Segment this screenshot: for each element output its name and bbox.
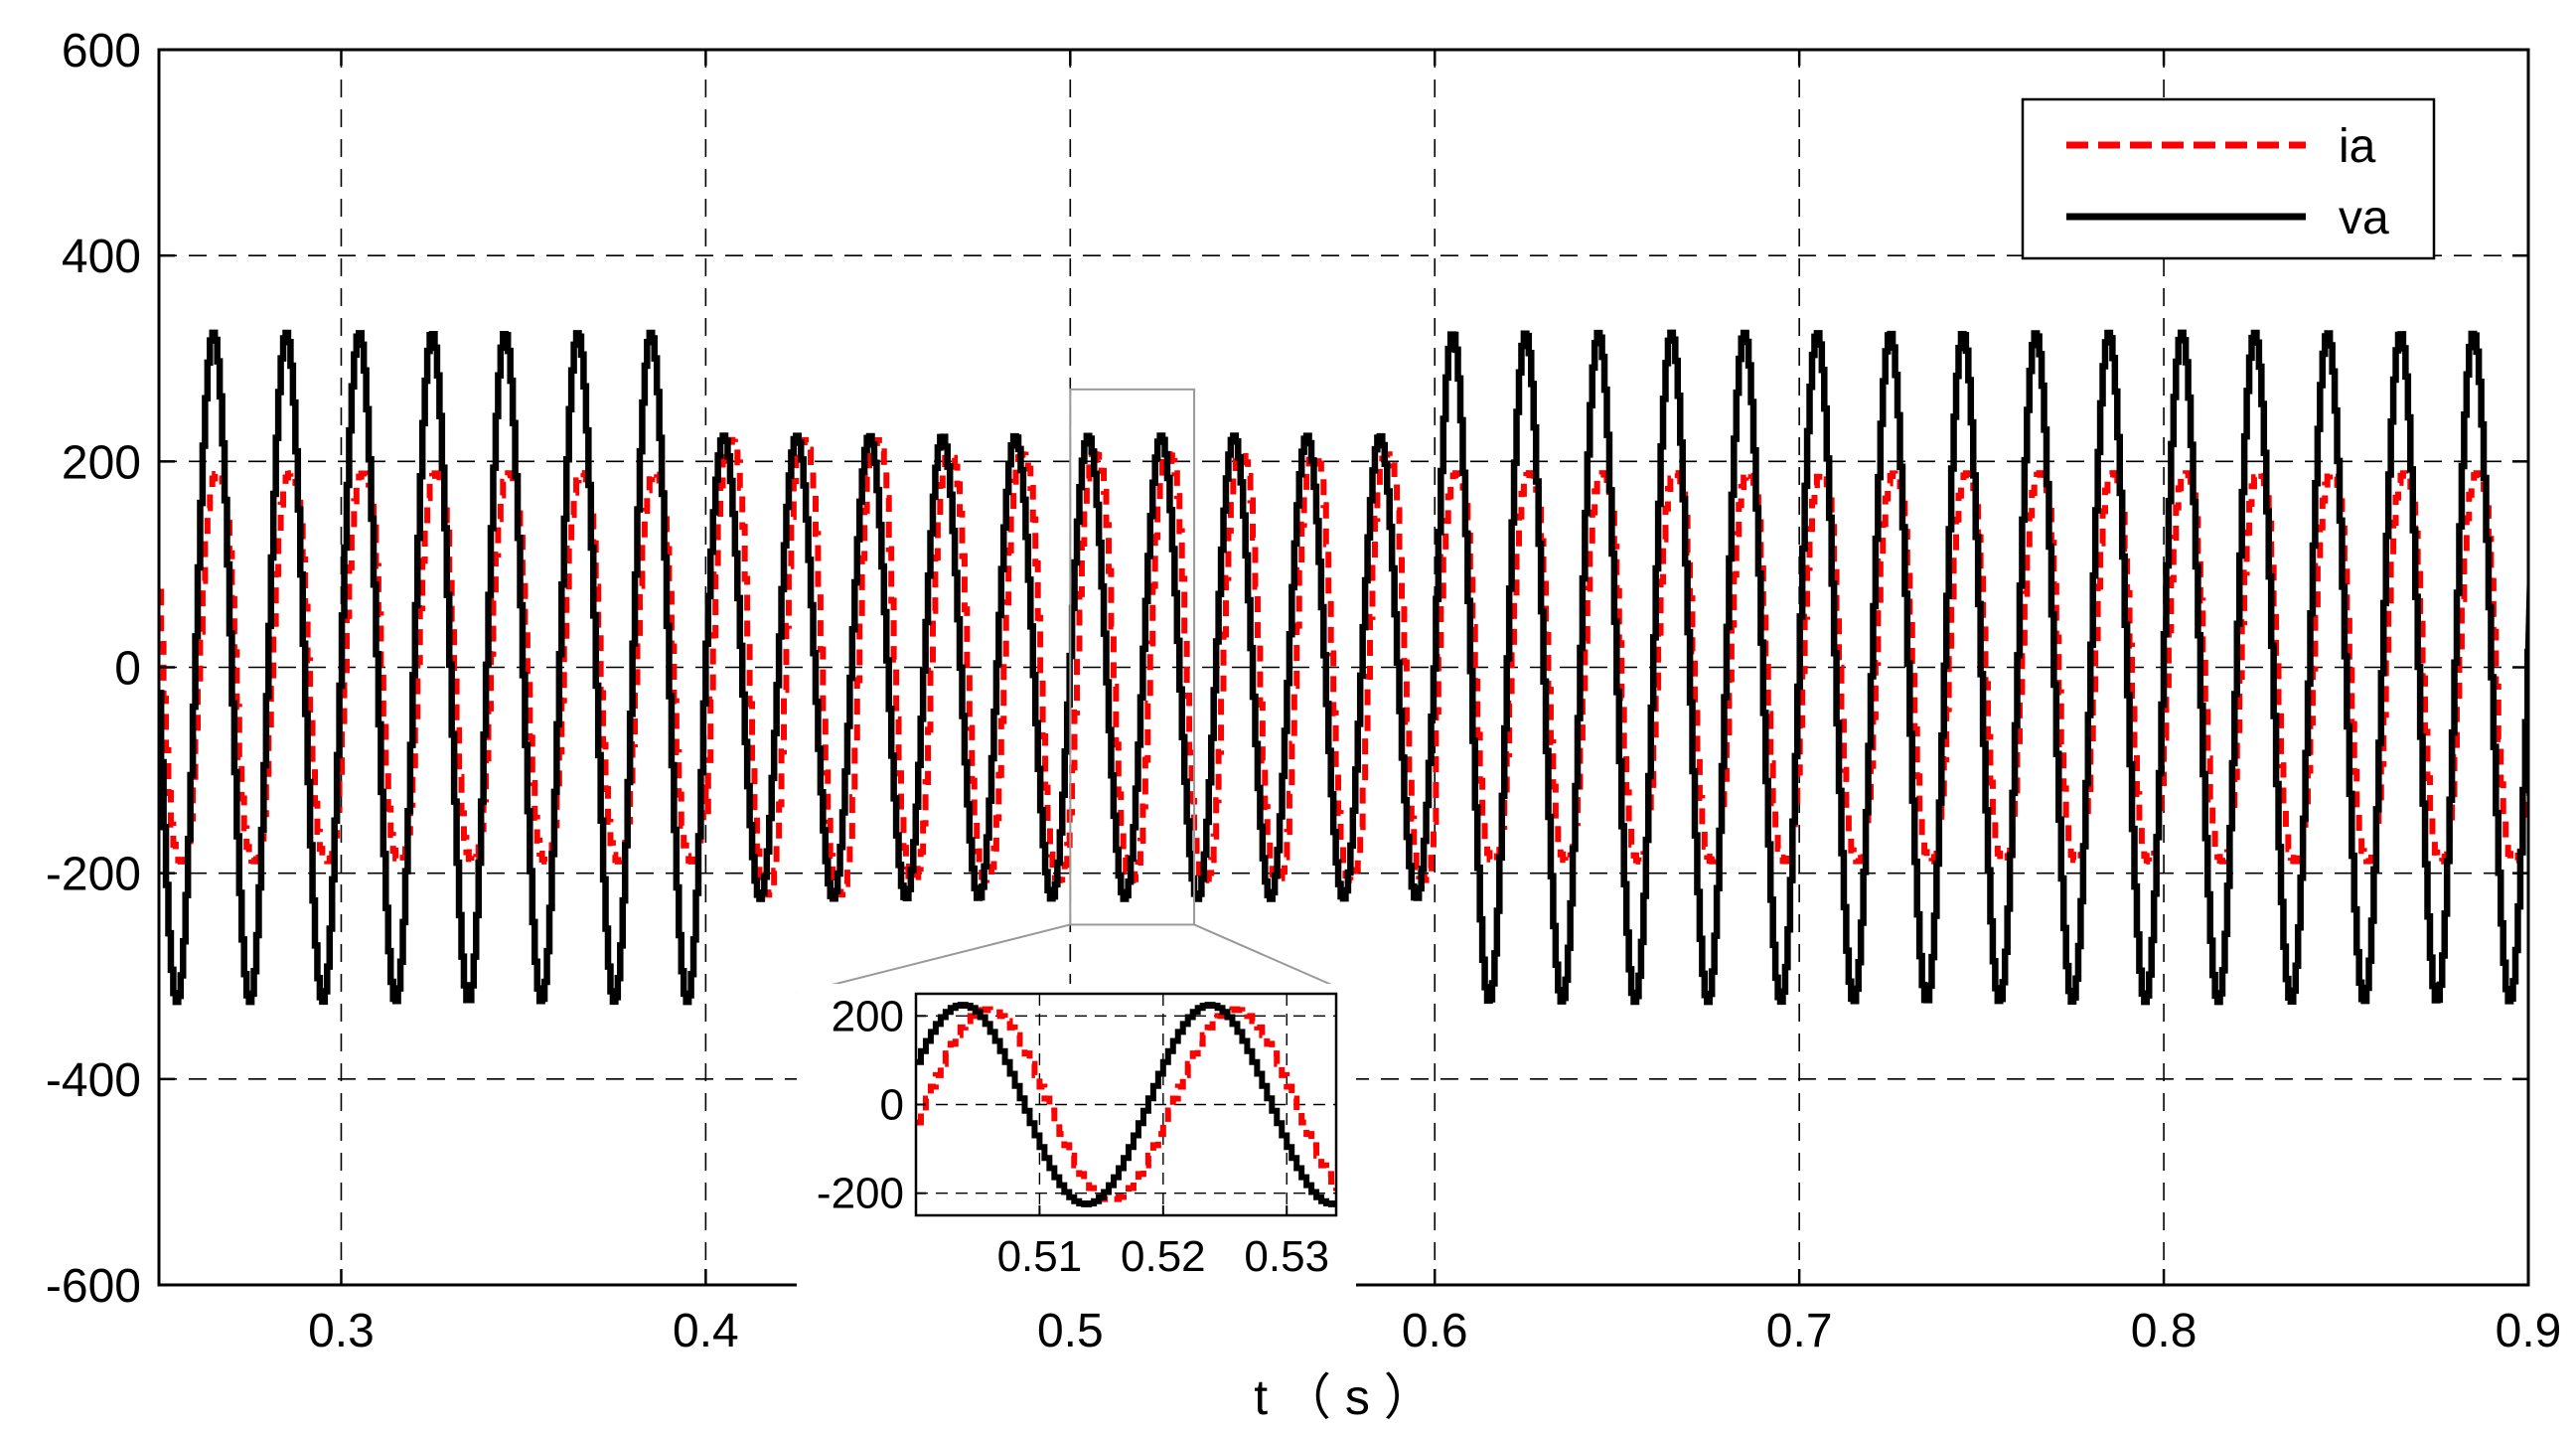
x-axis-label: t （ s ） (1254, 1369, 1434, 1425)
zoom-indicator (796, 388, 1353, 995)
inset-series-layer (916, 1002, 1336, 1207)
y-tick-label: -200 (46, 849, 141, 901)
x-tick-label: 0.8 (2131, 1305, 2197, 1357)
inset-x-tick-label: 0.53 (1244, 1232, 1329, 1281)
y-tick-label: 600 (62, 25, 141, 78)
x-tick-label: 0.5 (1037, 1305, 1104, 1357)
inset-chart: 0.51 0.52 0.53 -200 0 200 (797, 984, 1356, 1295)
legend-box (2021, 97, 2436, 260)
legend: ia va (2021, 97, 2436, 260)
legend-label-va: va (2339, 192, 2389, 244)
inset-x-tick-label: 0.52 (1121, 1232, 1206, 1281)
zoom-box (1069, 388, 1196, 926)
x-tick-label: 0.4 (673, 1305, 739, 1357)
y-tick-label: 0 (114, 643, 141, 696)
inset-y-tick-label: -200 (817, 1170, 904, 1218)
inset-y-tick-label: 200 (832, 992, 904, 1040)
x-tick-label: 0.3 (308, 1305, 375, 1357)
legend-label-ia: ia (2339, 120, 2376, 173)
main-series-layer (159, 329, 2528, 1006)
y-tick-label: 200 (62, 436, 141, 489)
inset-series-va-line (916, 1002, 1336, 1207)
y-tick-label: -400 (46, 1054, 141, 1107)
series-va-line (159, 329, 2528, 1006)
inset-axes: 0.51 0.52 0.53 -200 0 200 (817, 992, 1329, 1281)
zoom-connector-right (1193, 923, 1353, 995)
zoom-connector-left (796, 923, 1071, 995)
inset-series-ia-line (916, 1006, 1336, 1203)
inset-y-tick-label: 0 (880, 1081, 904, 1130)
y-tick-label: 400 (62, 231, 141, 283)
x-tick-label: 0.6 (1402, 1305, 1468, 1357)
inset-background (797, 984, 1356, 1295)
y-tick-label: -600 (46, 1260, 141, 1313)
main-axes: 0.3 0.4 0.5 0.6 0.7 0.8 0.9 -600 -400 -200 0 200 400… (46, 25, 2561, 1357)
inset-x-tick-label: 0.51 (997, 1232, 1083, 1281)
x-tick-label: 0.9 (2496, 1305, 2562, 1357)
x-tick-label: 0.7 (1766, 1305, 1833, 1357)
